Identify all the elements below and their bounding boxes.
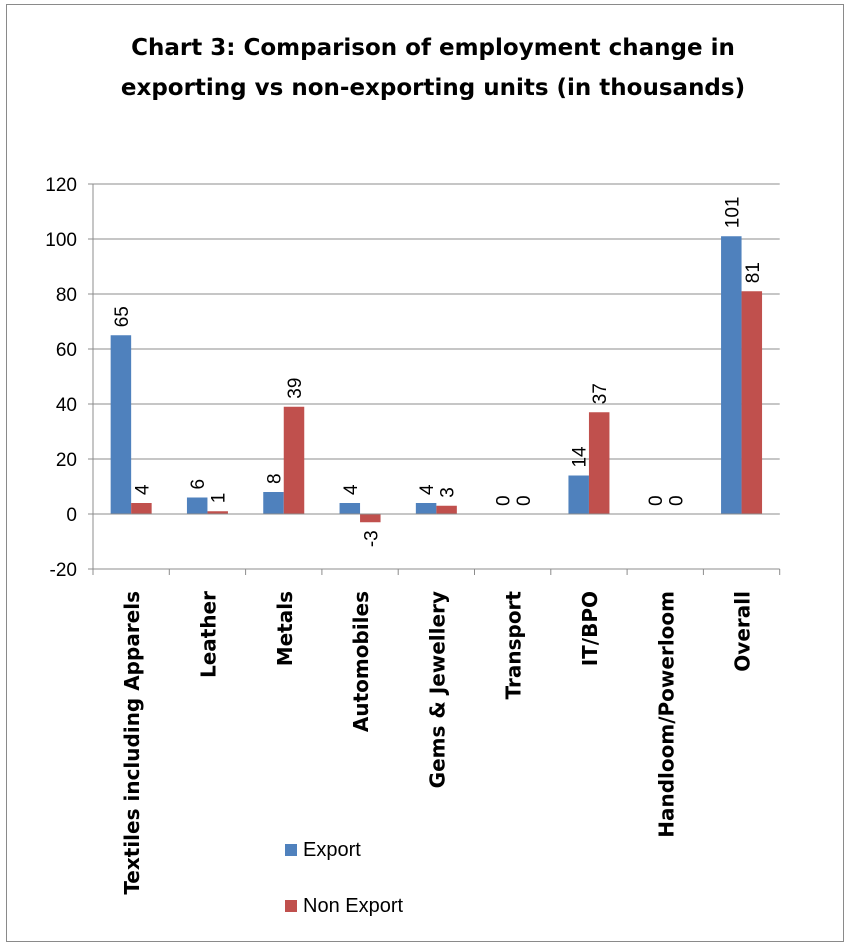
data-label: 101: [722, 197, 743, 229]
bar-non-export: [741, 291, 763, 514]
data-label: 81: [743, 262, 764, 283]
bar-chart: Chart 3: Comparison of employment change…: [45, 35, 781, 917]
data-label: 14: [570, 446, 591, 468]
legend-label: Non Export: [303, 895, 403, 917]
data-label: 65: [112, 306, 133, 327]
category-label: IT/BPO: [578, 591, 602, 666]
category-label: Automobiles: [349, 591, 373, 732]
chart-frame: Chart 3: Comparison of employment change…: [6, 4, 844, 942]
data-label: 39: [285, 378, 306, 399]
data-label: 3: [438, 487, 459, 498]
category-label: Overall: [731, 591, 755, 672]
legend-swatch: [285, 900, 297, 912]
chart-title-line-1: Chart 3: Comparison of employment change…: [131, 35, 735, 61]
bar-non-export: [360, 514, 381, 523]
data-label: 0: [493, 495, 514, 506]
category-label: Gems & Jewellery: [425, 591, 449, 788]
category-label: Textiles including Apparels: [120, 591, 144, 895]
bar-export: [263, 492, 284, 514]
bars: [110, 236, 763, 523]
data-label: 4: [341, 484, 362, 495]
bar-export: [110, 335, 132, 514]
data-label: 37: [590, 383, 611, 404]
category-label: Metals: [273, 591, 297, 666]
bar-non-export: [131, 503, 152, 514]
category-label: Leather: [196, 591, 220, 678]
y-tick-label: 60: [56, 340, 77, 361]
legend-label: Export: [303, 839, 361, 861]
data-label: 4: [132, 484, 153, 495]
data-label: 6: [188, 479, 209, 490]
bar-export: [721, 236, 742, 514]
category-label: Handloom/Powerloom: [654, 591, 678, 838]
y-tick-label: 20: [56, 450, 77, 471]
bar-non-export: [588, 412, 610, 514]
data-label: 0: [646, 495, 667, 506]
bar-non-export: [436, 505, 457, 514]
y-tick-label: 120: [45, 175, 77, 196]
category-label: Transport: [502, 591, 526, 700]
bar-export: [415, 503, 437, 514]
bar-export: [339, 503, 361, 514]
y-tick-label: 80: [56, 285, 77, 306]
y-tick-label: -20: [50, 560, 77, 581]
data-label: 4: [417, 484, 438, 495]
data-label: 8: [265, 473, 286, 484]
legend-swatch: [285, 844, 297, 856]
data-label: 0: [667, 495, 688, 506]
chart-title-line-2: exporting vs non-exporting units (in tho…: [121, 75, 745, 101]
bar-non-export: [207, 511, 228, 514]
y-tick-label: 0: [66, 505, 77, 526]
data-label: 1: [209, 493, 230, 504]
y-tick-label: 40: [56, 395, 77, 416]
data-label: -3: [361, 530, 382, 547]
y-tick-label: 100: [45, 230, 77, 251]
legend: Export Non Export: [285, 839, 403, 917]
bar-export: [568, 475, 589, 514]
bar-non-export: [283, 406, 305, 514]
data-label: 0: [514, 495, 535, 506]
bar-export: [186, 497, 208, 514]
